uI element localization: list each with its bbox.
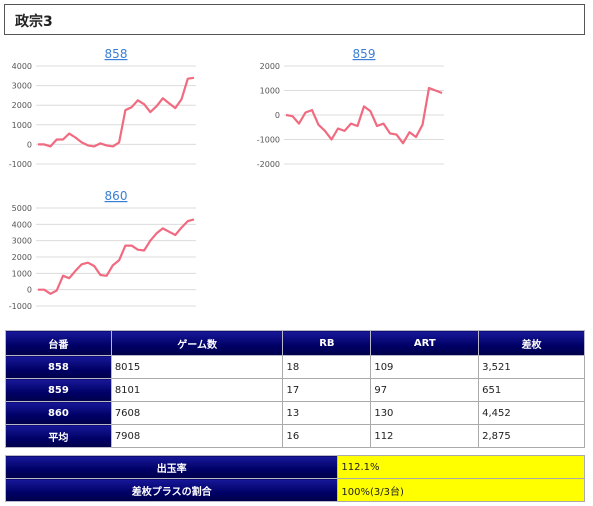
chart-svg: 859 2000 1000 0 -1000 -2000 [257, 47, 444, 169]
y-tick-label: -1000 [257, 136, 280, 145]
chart-860: 860 5000 4000 3000 2000 1000 0 -1000 [0, 186, 230, 316]
payout-rate-value: 112.1% [337, 455, 585, 479]
y-tick-label: 4000 [12, 62, 32, 71]
chart-title-link[interactable]: 860 [105, 189, 128, 203]
row-diff: 2,875 [478, 424, 585, 448]
y-tick-label: 2000 [12, 253, 32, 262]
row-diff: 4,452 [478, 401, 585, 425]
row-rb: 17 [282, 378, 372, 402]
y-tick-label: 1000 [12, 121, 32, 130]
summary-row-payout: 出玉率 112.1% [4, 455, 585, 479]
row-machine-number: 859 [5, 378, 112, 402]
y-tick-label: 0 [27, 286, 32, 295]
y-tick-label: 0 [27, 140, 32, 149]
y-tick-label: 4000 [12, 220, 32, 229]
y-tick-label: 5000 [12, 204, 32, 213]
series-line [38, 76, 195, 148]
chart-859: 859 2000 1000 0 -1000 -2000 [248, 44, 478, 174]
row-diff: 651 [478, 378, 585, 402]
table-row-average: 平均 7908 16 112 2,875 [5, 424, 585, 448]
row-rb: 13 [282, 401, 372, 425]
row-art: 97 [370, 378, 480, 402]
page-title: 政宗3 [15, 14, 53, 30]
row-art: 109 [370, 355, 480, 379]
table-row: 860 7608 13 130 4,452 [5, 401, 585, 425]
y-tick-label: -2000 [257, 160, 280, 169]
row-machine-number: 858 [5, 355, 112, 379]
chart-858: 858 4000 3000 2000 1000 0 -1000 [0, 44, 230, 174]
chart-title-link[interactable]: 859 [353, 47, 376, 61]
row-rb: 18 [282, 355, 372, 379]
summary-row-plus-ratio: 差枚プラスの割合 100%(3/3台) [4, 478, 585, 502]
y-tick-label: -1000 [9, 302, 32, 311]
y-tick-label: 3000 [12, 237, 32, 246]
row-games: 8015 [110, 355, 284, 379]
row-games: 7908 [110, 424, 284, 448]
chart-svg: 858 4000 3000 2000 1000 0 -1000 [9, 47, 196, 169]
row-rb: 16 [282, 424, 372, 448]
machine-table: 台番 ゲーム数 RB ART 差枚 858 8015 18 109 3,521 … [5, 330, 585, 448]
plus-ratio-value: 100%(3/3台) [337, 478, 585, 502]
series-line [38, 218, 195, 295]
table-row: 859 8101 17 97 651 [5, 378, 585, 402]
row-art: 130 [370, 401, 480, 425]
y-tick-label: 0 [275, 111, 280, 120]
row-diff: 3,521 [478, 355, 585, 379]
header-machine-number: 台番 [5, 330, 112, 356]
y-tick-label: 2000 [12, 101, 32, 110]
table-header-row: 台番 ゲーム数 RB ART 差枚 [5, 330, 585, 356]
y-tick-label: 1000 [260, 87, 280, 96]
y-tick-label: 2000 [260, 62, 280, 71]
row-machine-number: 860 [5, 401, 112, 425]
y-tick-label: 3000 [12, 82, 32, 91]
payout-rate-label: 出玉率 [4, 455, 339, 479]
chart-title-link[interactable]: 858 [105, 47, 128, 61]
chart-svg: 860 5000 4000 3000 2000 1000 0 -1000 [9, 189, 196, 311]
summary-table: 出玉率 112.1% 差枚プラスの割合 100%(3/3台) [4, 455, 585, 502]
table-row: 858 8015 18 109 3,521 [5, 355, 585, 379]
header-diff: 差枚 [478, 330, 585, 356]
plus-ratio-label: 差枚プラスの割合 [4, 478, 339, 502]
y-tick-label: 1000 [12, 269, 32, 278]
row-games: 8101 [110, 378, 284, 402]
row-art: 112 [370, 424, 480, 448]
series-line [285, 86, 443, 145]
y-tick-label: -1000 [9, 160, 32, 169]
page-title-box: 政宗3 [4, 4, 585, 35]
row-average-label: 平均 [5, 424, 112, 448]
header-art: ART [370, 330, 480, 356]
header-rb: RB [282, 330, 372, 356]
header-games: ゲーム数 [110, 330, 284, 356]
row-games: 7608 [110, 401, 284, 425]
